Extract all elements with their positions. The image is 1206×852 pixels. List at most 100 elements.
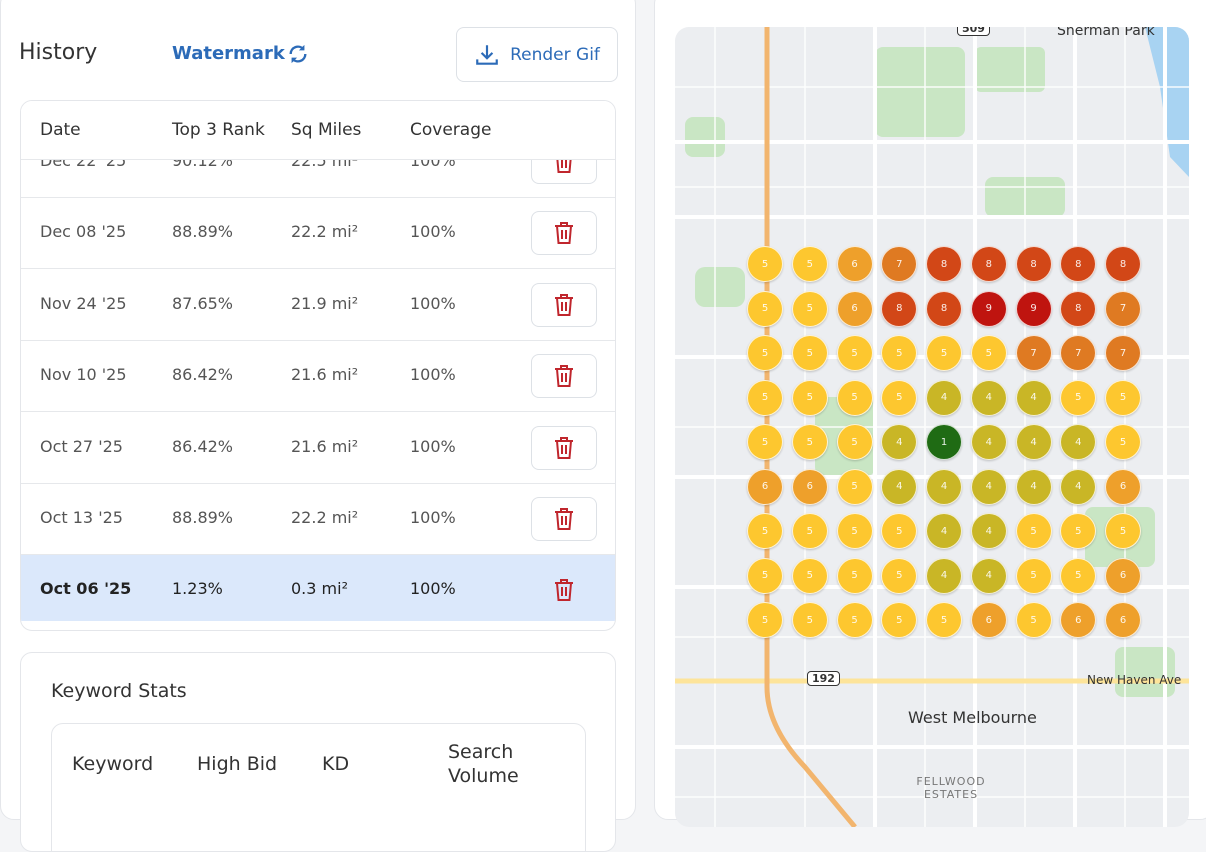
- watermark-toggle[interactable]: Watermark: [172, 43, 285, 64]
- rank-marker[interactable]: 6: [836, 290, 873, 327]
- rank-marker[interactable]: 4: [970, 513, 1007, 549]
- rank-marker[interactable]: 5: [836, 468, 873, 505]
- column-header: Coverage: [410, 120, 492, 140]
- history-row[interactable]: Nov 24 '25 87.65% 21.9 mi² 100%: [21, 270, 615, 341]
- rank-marker[interactable]: 5: [970, 335, 1007, 371]
- rank-marker[interactable]: 5: [926, 602, 962, 638]
- delete-button[interactable]: [531, 497, 597, 541]
- rank-marker[interactable]: 4: [881, 468, 918, 505]
- history-row[interactable]: Oct 06 '25 1.23% 0.3 mi² 100%: [21, 555, 615, 621]
- rank-marker[interactable]: 5: [881, 602, 918, 638]
- rank-marker[interactable]: 6: [1105, 557, 1141, 594]
- column-header: Top 3 Rank: [172, 120, 265, 140]
- rank-marker[interactable]: 8: [970, 246, 1007, 282]
- rank-marker[interactable]: 4: [926, 468, 962, 505]
- delete-button[interactable]: [531, 425, 597, 470]
- delete-button[interactable]: [531, 354, 597, 399]
- rank-marker[interactable]: 4: [926, 513, 962, 549]
- rank-marker[interactable]: 8: [926, 290, 962, 327]
- rank-marker[interactable]: 7: [1060, 335, 1097, 371]
- rank-marker[interactable]: 5: [747, 557, 783, 594]
- rank-marker[interactable]: 5: [791, 513, 828, 549]
- rank-marker[interactable]: 5: [747, 424, 783, 460]
- rank-marker[interactable]: 8: [926, 246, 962, 282]
- rank-marker[interactable]: 6: [791, 468, 828, 505]
- rank-marker[interactable]: 5: [1015, 602, 1052, 638]
- rank-marker[interactable]: 8: [1060, 246, 1097, 282]
- rank-marker[interactable]: 5: [791, 602, 828, 638]
- rank-marker[interactable]: 9: [970, 290, 1007, 327]
- rank-marker[interactable]: 4: [1015, 379, 1052, 416]
- rank-marker[interactable]: 5: [791, 424, 828, 460]
- history-row[interactable]: Dec 08 '25 88.89% 22.2 mi² 100%: [21, 198, 615, 270]
- rank-marker[interactable]: 5: [1015, 557, 1052, 594]
- rank-marker[interactable]: 5: [791, 379, 828, 416]
- rank-marker[interactable]: 5: [1105, 513, 1141, 549]
- refresh-icon[interactable]: [287, 43, 309, 65]
- rank-marker[interactable]: 4: [970, 424, 1007, 460]
- rank-marker[interactable]: 5: [791, 335, 828, 371]
- rank-marker[interactable]: 4: [1015, 424, 1052, 460]
- rank-marker[interactable]: 5: [1060, 379, 1097, 416]
- rank-marker[interactable]: 4: [970, 468, 1007, 505]
- rank-marker[interactable]: 4: [1060, 424, 1097, 460]
- rank-marker[interactable]: 5: [926, 335, 962, 371]
- rank-marker[interactable]: 5: [881, 557, 918, 594]
- rank-marker[interactable]: 5: [747, 379, 783, 416]
- rank-marker[interactable]: 4: [926, 557, 962, 594]
- rank-marker[interactable]: 4: [1015, 468, 1052, 505]
- rank-marker[interactable]: 8: [1060, 290, 1097, 327]
- rank-marker[interactable]: 5: [1105, 424, 1141, 460]
- rank-marker[interactable]: 5: [747, 602, 783, 638]
- rank-marker[interactable]: 5: [836, 335, 873, 371]
- rank-marker[interactable]: 6: [747, 468, 783, 505]
- render-gif-button[interactable]: Render Gif: [456, 27, 618, 82]
- rank-marker[interactable]: 5: [791, 290, 828, 327]
- rank-marker[interactable]: 5: [836, 557, 873, 594]
- rank-marker[interactable]: 5: [836, 602, 873, 638]
- rank-marker[interactable]: 5: [881, 379, 918, 416]
- rank-marker[interactable]: 7: [881, 246, 918, 282]
- rank-marker[interactable]: 5: [747, 290, 783, 327]
- rank-marker[interactable]: 4: [970, 379, 1007, 416]
- rank-marker[interactable]: 5: [1015, 513, 1052, 549]
- rank-marker[interactable]: 4: [970, 557, 1007, 594]
- rank-marker[interactable]: 1: [926, 424, 962, 460]
- rank-marker[interactable]: 5: [881, 513, 918, 549]
- rank-marker[interactable]: 7: [1105, 290, 1141, 327]
- rank-marker[interactable]: 5: [747, 513, 783, 549]
- rank-marker[interactable]: 9: [1015, 290, 1052, 327]
- delete-button[interactable]: [531, 159, 597, 184]
- rank-marker[interactable]: 8: [881, 290, 918, 327]
- history-row[interactable]: Dec 22 '25 90.12% 22.5 mi² 100%: [21, 159, 615, 198]
- rank-marker[interactable]: 7: [1105, 335, 1141, 371]
- rank-marker[interactable]: 7: [1015, 335, 1052, 371]
- rank-marker[interactable]: 4: [1060, 468, 1097, 505]
- rank-marker[interactable]: 5: [791, 246, 828, 282]
- rank-marker[interactable]: 5: [747, 246, 783, 282]
- history-row[interactable]: Nov 10 '25 86.42% 21.6 mi² 100%: [21, 341, 615, 413]
- rank-marker[interactable]: 6: [836, 246, 873, 282]
- rank-marker[interactable]: 5: [1060, 513, 1097, 549]
- rank-marker[interactable]: 5: [791, 557, 828, 594]
- rank-marker[interactable]: 6: [1105, 468, 1141, 505]
- rank-marker[interactable]: 8: [1015, 246, 1052, 282]
- rank-marker[interactable]: 5: [836, 424, 873, 460]
- rank-marker[interactable]: 4: [881, 424, 918, 460]
- delete-button[interactable]: [531, 568, 597, 612]
- delete-button[interactable]: [531, 282, 597, 327]
- history-row[interactable]: Oct 13 '25 88.89% 22.2 mi² 100%: [21, 484, 615, 555]
- rank-marker[interactable]: 5: [881, 335, 918, 371]
- rank-marker[interactable]: 6: [1060, 602, 1097, 638]
- rank-marker[interactable]: 5: [1105, 379, 1141, 416]
- rank-marker[interactable]: 5: [836, 513, 873, 549]
- rank-marker[interactable]: 6: [970, 602, 1007, 638]
- delete-button[interactable]: [531, 211, 597, 256]
- rank-marker[interactable]: 8: [1105, 246, 1141, 282]
- rank-marker[interactable]: 5: [1060, 557, 1097, 594]
- rank-marker[interactable]: 4: [926, 379, 962, 416]
- rank-marker[interactable]: 5: [747, 335, 783, 371]
- rank-marker[interactable]: 5: [836, 379, 873, 416]
- history-row[interactable]: Oct 27 '25 86.42% 21.6 mi² 100%: [21, 413, 615, 484]
- rank-marker[interactable]: 6: [1105, 602, 1141, 638]
